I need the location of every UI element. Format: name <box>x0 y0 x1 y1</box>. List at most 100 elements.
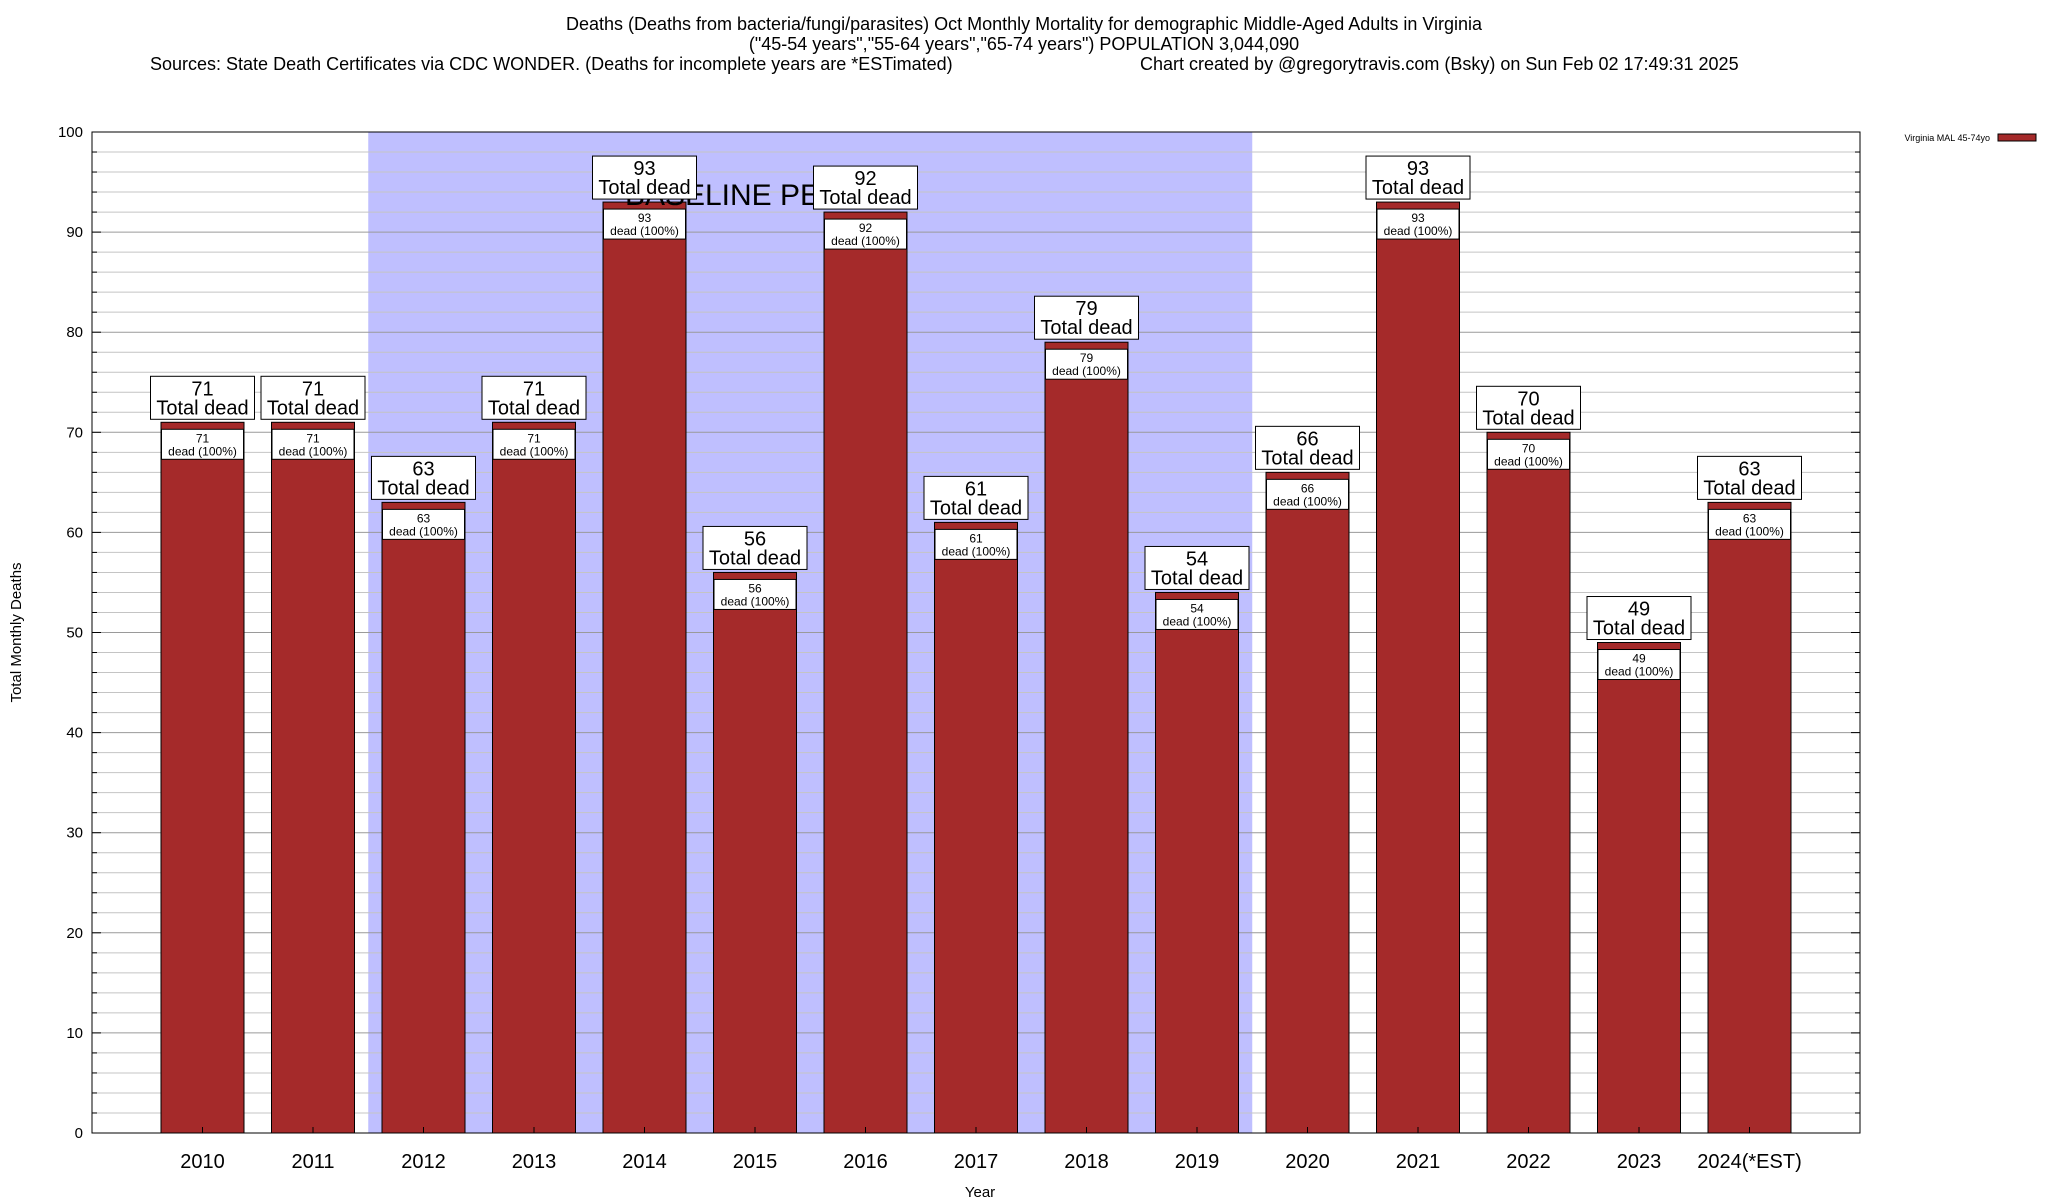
inner-label-box <box>934 528 1018 560</box>
x-tick-label: 2023 <box>1617 1151 1662 1173</box>
bar <box>602 201 687 1134</box>
chart-sources: Sources: State Death Certificates via CD… <box>150 54 953 74</box>
inner-value-label: 54 <box>1190 601 1204 615</box>
legend: Virginia MAL 45-74yo <box>1904 133 2037 143</box>
x-tick-label: 2020 <box>1285 1151 1330 1173</box>
inner-pct-label: dead (100%) <box>1052 364 1121 378</box>
inner-label-box <box>1045 348 1128 380</box>
inner-label-box <box>824 218 907 250</box>
bar <box>1486 431 1571 1134</box>
top-value-label: 49 <box>1628 599 1650 621</box>
bar <box>1044 341 1129 1134</box>
y-tick-label: 60 <box>66 524 83 541</box>
top-total-label: Total dead <box>709 547 801 569</box>
y-tick-label: 70 <box>66 424 83 441</box>
x-tick-label: 2015 <box>733 1151 778 1173</box>
top-value-label: 79 <box>1075 298 1097 320</box>
inner-pct-label: dead (100%) <box>1163 614 1232 628</box>
y-tick-label: 80 <box>66 324 83 341</box>
top-label-box <box>1365 155 1471 200</box>
chart-credit: Chart created by @gregorytravis.com (Bsk… <box>1140 54 1739 74</box>
bar <box>934 521 1018 1134</box>
top-total-label: Total dead <box>1482 407 1574 429</box>
top-value-label: 54 <box>1186 548 1208 570</box>
y-tick-label: 30 <box>66 825 83 842</box>
inner-label-box <box>603 208 686 240</box>
inner-label-box <box>271 428 355 460</box>
top-label-box <box>1697 455 1802 500</box>
inner-pct-label: dead (100%) <box>389 524 458 538</box>
inner-value-label: 79 <box>1080 351 1094 365</box>
top-value-label: 71 <box>523 378 545 400</box>
inner-pct-label: dead (100%) <box>942 544 1011 558</box>
inner-pct-label: dead (100%) <box>279 444 348 458</box>
top-total-label: Total dead <box>488 397 580 419</box>
inner-pct-label: dead (100%) <box>1273 494 1342 508</box>
top-label-box <box>1144 545 1250 590</box>
x-tick-label: 2016 <box>843 1151 888 1173</box>
bar <box>1265 471 1350 1134</box>
top-value-label: 93 <box>633 158 655 180</box>
bar <box>381 501 466 1134</box>
y-tick-label: 20 <box>66 925 83 942</box>
inner-value-label: 61 <box>969 531 983 545</box>
top-label-box <box>150 375 255 420</box>
top-label-box <box>1034 295 1139 340</box>
top-total-label: Total dead <box>1040 317 1132 339</box>
top-total-label: Total dead <box>1593 618 1685 640</box>
chart-title-line1: Deaths (Deaths from bacteria/fungi/paras… <box>565 14 1483 34</box>
inner-value-label: 93 <box>638 211 652 225</box>
inner-label-box <box>1376 208 1460 240</box>
inner-pct-label: dead (100%) <box>1715 524 1784 538</box>
top-total-label: Total dead <box>1703 477 1795 499</box>
x-tick-label: 2018 <box>1064 1151 1109 1173</box>
top-label-box <box>371 455 476 500</box>
inner-value-label: 71 <box>527 431 541 445</box>
inner-pct-label: dead (100%) <box>168 444 237 458</box>
top-value-label: 93 <box>1407 158 1429 180</box>
inner-value-label: 71 <box>306 431 320 445</box>
top-label-box <box>1255 425 1360 470</box>
bar <box>160 421 245 1134</box>
legend-swatch <box>1997 133 2037 142</box>
inner-value-label: 92 <box>859 221 873 235</box>
inner-value-label: 93 <box>1411 211 1425 225</box>
x-tick-label: 2022 <box>1506 1151 1551 1173</box>
top-label-box <box>923 475 1029 520</box>
inner-value-label: 56 <box>748 581 762 595</box>
top-value-label: 71 <box>191 378 213 400</box>
y-tick-label: 40 <box>66 725 83 742</box>
bar <box>271 421 355 1134</box>
inner-label-box <box>382 508 465 540</box>
y-tick-label: 50 <box>66 625 83 642</box>
top-value-label: 70 <box>1517 388 1539 410</box>
top-value-label: 61 <box>965 478 987 500</box>
x-tick-label: 2019 <box>1175 1151 1220 1173</box>
inner-label-box <box>1487 438 1570 470</box>
y-tick-label: 0 <box>75 1125 83 1142</box>
top-label-box <box>592 155 697 200</box>
top-total-label: Total dead <box>1151 567 1243 589</box>
axes-layer: 0 10 20 30 40 50 60 70 80 90 100 2010 2011 2012 2013 20… <box>8 124 1861 1200</box>
x-tick-label: 2024(*EST) <box>1697 1151 1802 1173</box>
inner-pct-label: dead (100%) <box>1605 665 1674 679</box>
bar <box>1155 591 1239 1134</box>
top-total-label: Total dead <box>930 497 1022 519</box>
inner-pct-label: dead (100%) <box>1384 224 1453 238</box>
inner-label-box <box>492 428 576 460</box>
x-axis-title: Year <box>965 1184 995 1200</box>
bar <box>1707 501 1792 1134</box>
inner-pct-label: dead (100%) <box>500 444 569 458</box>
top-label-box <box>1476 385 1581 430</box>
inner-value-label: 63 <box>1743 511 1757 525</box>
top-label-box <box>260 375 366 420</box>
inner-label-box <box>1597 649 1681 681</box>
inner-value-label: 70 <box>1522 441 1536 455</box>
bar <box>713 571 797 1134</box>
x-tick-label: 2011 <box>291 1151 334 1173</box>
inner-value-label: 66 <box>1301 481 1315 495</box>
inner-label-box <box>713 578 797 610</box>
top-value-label: 66 <box>1296 428 1318 450</box>
x-tick-label: 2017 <box>954 1151 999 1173</box>
top-value-label: 63 <box>1738 458 1760 480</box>
